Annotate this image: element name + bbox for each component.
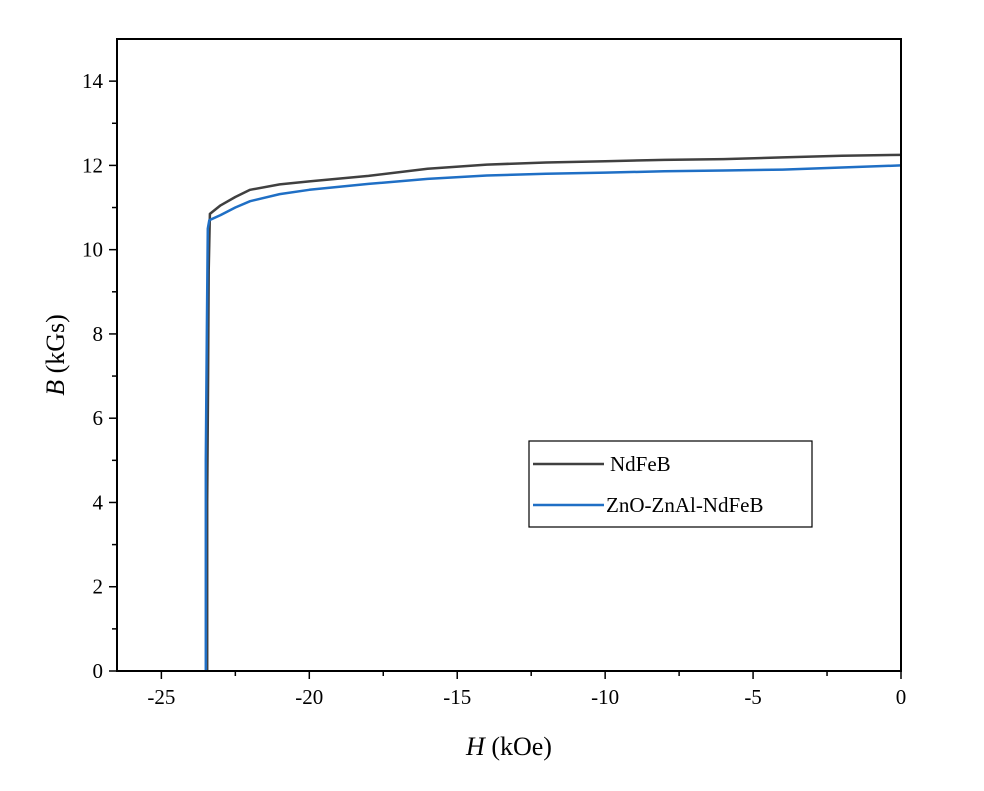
x-tick-label: -25 [147,685,175,709]
plot-frame [116,38,902,672]
y-tick-label: 6 [93,406,104,430]
x-tick-label: -20 [295,685,323,709]
legend: NdFeB ZnO-ZnAl-NdFeB [528,440,813,528]
x-axis-title: H (kOe) [465,732,552,761]
series-line-ndfeb [205,153,902,671]
series-layer [204,153,902,671]
y-tick-label: 0 [93,659,104,683]
x-tick-label: -15 [443,685,471,709]
y-tick-label: 2 [93,575,104,599]
y-axis-title: B (kGs) [41,314,70,396]
legend-label-ndfeb: NdFeB [610,452,671,476]
y-tick-label: 10 [82,238,103,262]
x-tick-label: -10 [591,685,619,709]
series-line-zno-znal-ndfeb [204,164,902,671]
legend-box [528,440,813,528]
x-tick-label: -5 [744,685,762,709]
y-tick-label: 4 [93,490,104,514]
x-tick-label: 0 [896,685,907,709]
ticks-layer: -25 -20 -15 -10 -5 0 0 2 4 6 8 10 12 14 [82,69,906,709]
y-tick-label: 8 [93,322,104,346]
y-tick-label: 14 [82,69,104,93]
legend-label-zno-znal-ndfeb: ZnO-ZnAl-NdFeB [606,493,763,517]
y-tick-label: 12 [82,153,103,177]
x-axis-unit: (kOe) [485,732,552,761]
y-axis-unit: (kGs) [41,314,70,380]
y-axis-variable: B [41,380,70,396]
x-axis-variable: H [465,732,486,761]
